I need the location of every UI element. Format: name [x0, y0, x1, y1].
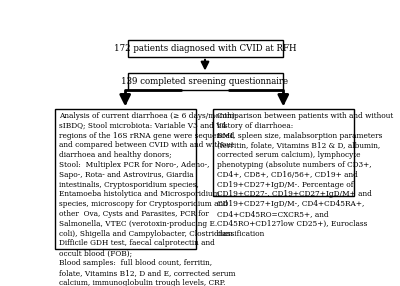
- FancyBboxPatch shape: [213, 109, 354, 196]
- Text: Analysis of current diarrhoea (≥ 6 days/month):
sIBDQ; Stool microbiota: Variabl: Analysis of current diarrhoea (≥ 6 days/…: [59, 112, 237, 286]
- FancyBboxPatch shape: [128, 40, 282, 57]
- Text: Comparison between patients with and without
history of diarrhoea:
BMI, spleen s: Comparison between patients with and wit…: [217, 112, 393, 238]
- Text: 172 patients diagnosed with CVID at RFH: 172 patients diagnosed with CVID at RFH: [114, 44, 296, 53]
- FancyBboxPatch shape: [128, 74, 282, 90]
- FancyBboxPatch shape: [55, 109, 196, 249]
- Text: 139 completed sreening questionnaire: 139 completed sreening questionnaire: [122, 77, 288, 86]
